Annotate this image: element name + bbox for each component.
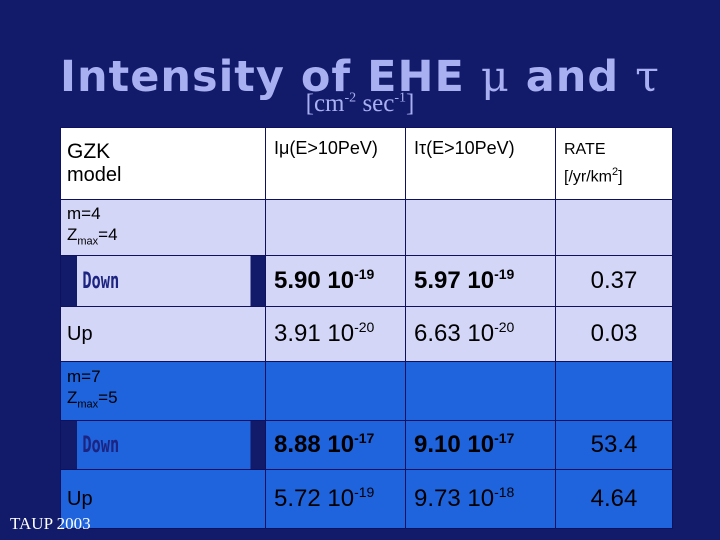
header-rate: RATE [/yr/km2] (555, 127, 673, 200)
group-row: m=7 Zmax=5 (60, 361, 673, 421)
row-label-up: Up (60, 306, 266, 362)
header-model: GZK model (60, 127, 266, 200)
title-mu-symbol: μ (480, 52, 510, 102)
rate-value: 4.64 (555, 469, 673, 529)
title-and: and (525, 52, 620, 102)
table-row: Up 3.91 10-20 6.63 10-20 0.03 (60, 306, 673, 362)
rate-value: 53.4 (555, 420, 673, 470)
row-label-up: Up (60, 469, 266, 529)
mu-value: 5.72 10-19 (265, 469, 406, 529)
title-tau-symbol: τ (635, 52, 660, 102)
units-subtitle: [cm-2 sec-1] (305, 90, 415, 117)
mu-value: 5.90 10-19 (265, 255, 406, 307)
group-row: m=4 Zmax=4 (60, 199, 673, 256)
row-label-down: Down (75, 255, 251, 307)
row-label-down: Down (75, 420, 251, 470)
tau-value: 9.10 10-17 (405, 420, 556, 470)
slide-title: Intensity of EHE μ and τ (0, 52, 720, 102)
intensity-table: GZK model Iμ(E>10PeV) Iτ(E>10PeV) RATE [… (60, 127, 673, 529)
table-row: Down 5.90 10-19 5.97 10-19 0.37 (61, 255, 673, 307)
table-row: Up 5.72 10-19 9.73 10-18 4.64 (60, 469, 673, 529)
table-header-row: GZK model Iμ(E>10PeV) Iτ(E>10PeV) RATE [… (60, 127, 673, 200)
tau-value: 6.63 10-20 (405, 306, 556, 362)
mu-value: 3.91 10-20 (265, 306, 406, 362)
group-label: m=7 Zmax=5 (60, 361, 266, 421)
header-tau-intensity: Iτ(E>10PeV) (405, 127, 556, 200)
footer-conference: TAUP 2003 (10, 514, 91, 533)
rate-value: 0.03 (555, 306, 673, 362)
mu-value: 8.88 10-17 (265, 420, 406, 470)
tau-value: 9.73 10-18 (405, 469, 556, 529)
table-row: Down 8.88 10-17 9.10 10-17 53.4 (61, 420, 673, 470)
header-mu-intensity: Iμ(E>10PeV) (265, 127, 406, 200)
rate-value: 0.37 (555, 255, 673, 307)
group-label: m=4 Zmax=4 (60, 199, 266, 256)
title-text: Intensity of EHE (60, 52, 465, 102)
tau-value: 5.97 10-19 (405, 255, 556, 307)
